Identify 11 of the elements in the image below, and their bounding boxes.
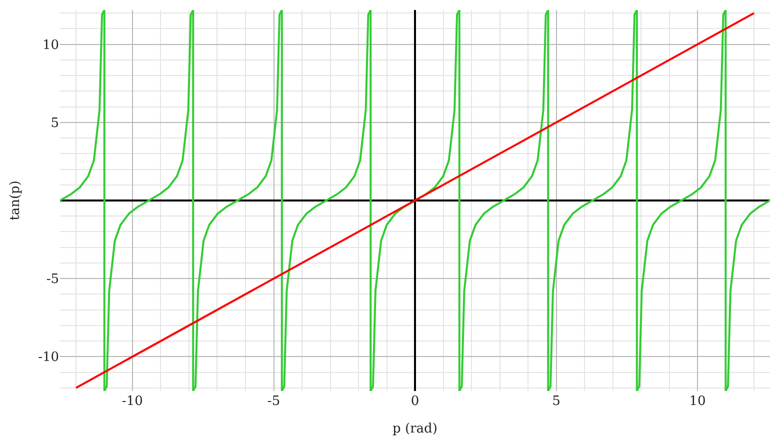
y-tick-label: 5 [50, 116, 59, 131]
y-axis-title: tan(p) [8, 180, 24, 220]
x-tick-label: 5 [552, 394, 560, 409]
x-tick-label: -5 [267, 394, 280, 409]
y-tick-label: 10 [42, 38, 59, 53]
x-tick-label: 10 [689, 394, 706, 409]
y-tick-label: -10 [38, 350, 59, 366]
x-tick-label: 0 [410, 394, 420, 409]
x-axis-title: p (rad) [392, 422, 438, 437]
y-tick-label: -5 [46, 272, 59, 288]
x-tick-label: -10 [122, 394, 143, 409]
